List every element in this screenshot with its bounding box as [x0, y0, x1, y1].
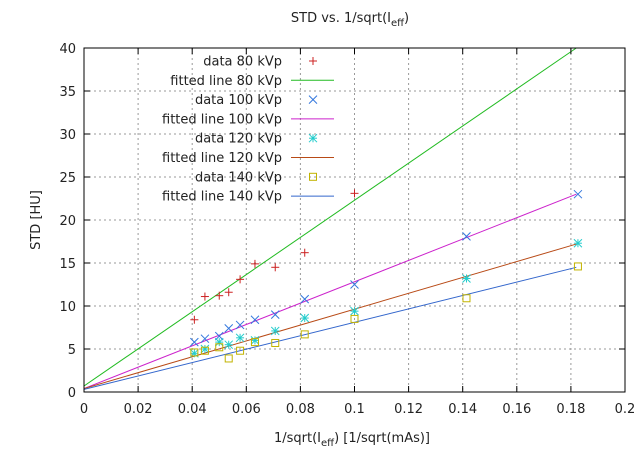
x-axis-title: 1/sqrt(Ieff) [1/sqrt(mAs)]: [274, 431, 430, 449]
data-point-data-80-kvp: [224, 288, 233, 297]
legend-swatch-data-80-kvp: [309, 57, 317, 65]
x-tick-label: 0.02: [124, 402, 153, 417]
data-point-data-100-kvp: [462, 231, 471, 241]
y-tick-label: 20: [59, 214, 76, 229]
legend-swatch-data-120-kvp: [308, 133, 318, 143]
data-point-data-140-kvp: [300, 330, 309, 339]
data-point-data-120-kvp: [462, 274, 471, 283]
data-point-data-80-kvp: [300, 248, 309, 257]
legend-label: data 80 kVp: [203, 55, 282, 70]
data-point-data-80-kvp: [215, 291, 224, 300]
data-point-data-120-kvp: [200, 344, 210, 354]
axis-ticks: 0 0.02 0.04 0.06 0.08 0.1 0.12 0.14 0.16 0.18 0.2 0…: [59, 42, 635, 417]
x-tick-label: 0: [80, 402, 88, 417]
data-point-data-100-kvp: [200, 334, 210, 344]
y-tick-label: 5: [68, 343, 76, 358]
data-point-data-140-kvp: [250, 338, 259, 347]
data-point-data-140-kvp: [215, 343, 224, 352]
data-points: [190, 189, 583, 363]
legend-label: data 120 kVp: [195, 132, 282, 147]
x-tick-label: 0.04: [178, 402, 207, 417]
y-tick-label: 15: [59, 257, 76, 272]
data-point-data-120-kvp: [235, 333, 245, 343]
x-tick-label: 0.18: [556, 402, 585, 417]
y-tick-label: 10: [59, 300, 76, 315]
x-tick-label: 0.08: [286, 402, 315, 417]
series-line-fitted-line-80-kvp: [83, 47, 577, 387]
data-point-data-100-kvp: [235, 320, 245, 330]
data-point-data-80-kvp: [350, 189, 359, 198]
x-tick-label: 0.1: [344, 402, 365, 417]
data-point-data-100-kvp: [573, 189, 583, 199]
legend-label: data 140 kVp: [195, 170, 282, 185]
data-point-data-140-kvp: [190, 348, 199, 357]
data-point-data-140-kvp: [200, 346, 209, 355]
data-point-data-140-kvp: [224, 354, 233, 363]
data-point-data-140-kvp: [573, 262, 582, 271]
data-point-data-120-kvp: [214, 337, 224, 347]
x-tick-label: 0.12: [394, 402, 423, 417]
data-point-data-80-kvp: [200, 292, 209, 301]
data-point-data-80-kvp: [250, 259, 259, 268]
grid: [84, 48, 625, 392]
y-tick-label: 0: [68, 386, 76, 401]
y-tick-label: 40: [59, 42, 76, 57]
data-point-data-120-kvp: [350, 306, 359, 316]
y-tick-label: 30: [59, 128, 76, 143]
legend-label: fitted line 80 kVp: [170, 74, 282, 89]
legend-label: data 100 kVp: [195, 93, 282, 108]
data-point-data-140-kvp: [236, 346, 245, 355]
data-point-data-120-kvp: [224, 340, 234, 350]
series-line-fitted-line-140-kvp: [83, 266, 577, 390]
legend-label: fitted line 140 kVp: [162, 190, 282, 205]
data-point-data-100-kvp: [300, 294, 310, 304]
y-axis-title: STD [HU]: [29, 190, 44, 250]
x-tick-label: 0.2: [615, 402, 635, 417]
data-point-data-80-kvp: [236, 275, 245, 284]
data-point-data-140-kvp: [350, 314, 359, 323]
legend-swatch-data-100-kvp: [308, 95, 318, 104]
data-point-data-140-kvp: [271, 338, 280, 347]
x-tick-label: 0.16: [502, 402, 531, 417]
data-point-data-80-kvp: [190, 315, 199, 324]
x-tick-label: 0.14: [448, 402, 477, 417]
data-point-data-100-kvp: [250, 315, 260, 325]
y-tick-label: 35: [59, 85, 76, 100]
y-tick-label: 25: [59, 171, 76, 186]
legend-swatch-data-140-kvp: [309, 172, 317, 181]
x-tick-label: 0.06: [232, 402, 261, 417]
legend-label: fitted line 100 kVp: [162, 112, 282, 127]
data-point-data-120-kvp: [573, 238, 583, 248]
data-point-data-120-kvp: [270, 326, 280, 336]
data-point-data-100-kvp: [224, 324, 234, 333]
data-point-data-100-kvp: [190, 337, 199, 347]
data-point-data-100-kvp: [350, 280, 359, 289]
data-point-data-120-kvp: [250, 336, 260, 345]
data-point-data-140-kvp: [462, 294, 471, 303]
data-point-data-80-kvp: [271, 263, 280, 272]
data-point-data-100-kvp: [270, 310, 280, 319]
chart-title: STD vs. 1/sqrt(Ieff): [291, 11, 409, 29]
series-line-fitted-line-100-kvp: [83, 193, 577, 390]
series-line-fitted-line-120-kvp: [83, 243, 577, 390]
legend: data 80 kVp fitted line 80 kVp data 100 kV…: [162, 55, 334, 205]
legend-label: fitted line 120 kVp: [162, 151, 282, 166]
fitted-lines: [83, 47, 577, 390]
data-point-data-120-kvp: [300, 313, 310, 323]
